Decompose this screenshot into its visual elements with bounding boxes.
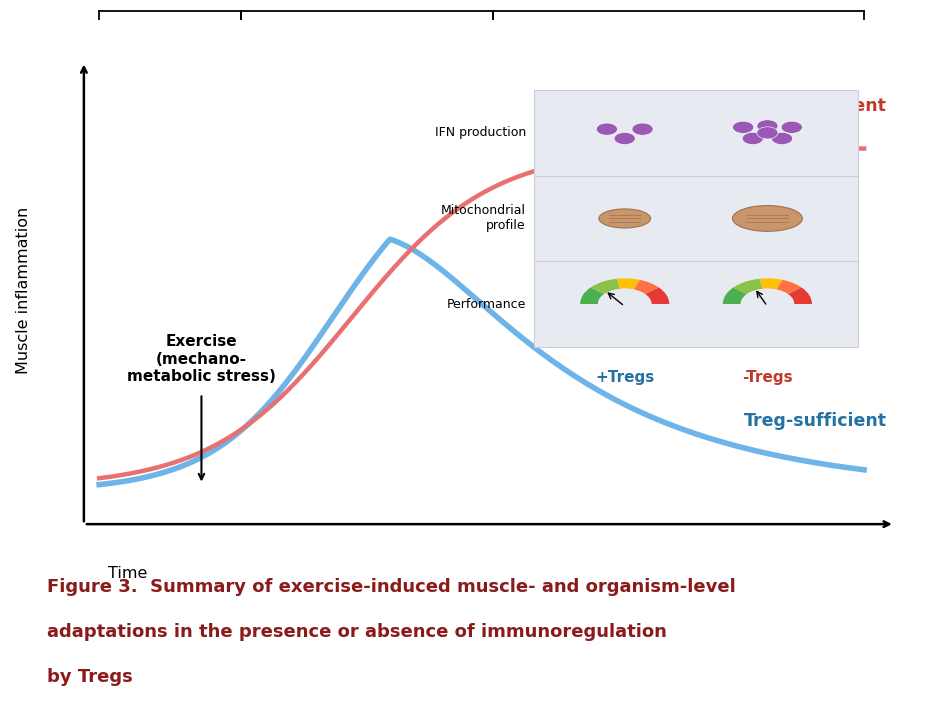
FancyBboxPatch shape [534,90,858,347]
Text: adaptations in the presence or absence of immunoregulation: adaptations in the presence or absence o… [47,623,666,641]
Circle shape [614,132,636,144]
Wedge shape [580,287,604,304]
Text: Muscle inflammation: Muscle inflammation [16,208,31,374]
Ellipse shape [733,205,802,231]
Wedge shape [645,287,669,304]
Circle shape [733,121,754,134]
Wedge shape [776,280,802,294]
Circle shape [757,127,778,139]
Ellipse shape [599,209,651,228]
Wedge shape [591,279,620,294]
Circle shape [781,121,802,134]
Circle shape [632,123,653,135]
Circle shape [598,289,651,320]
Text: Treg-sufficient: Treg-sufficient [744,412,886,431]
Text: Performance: Performance [446,297,526,310]
Text: +Tregs: +Tregs [596,370,654,385]
Text: Treg-deficient: Treg-deficient [749,98,886,116]
Wedge shape [634,280,659,294]
Circle shape [741,289,794,320]
Circle shape [742,132,763,144]
Wedge shape [788,287,812,304]
Text: IFN production: IFN production [434,126,526,139]
Wedge shape [760,279,783,289]
Text: Figure 3.  Summary of exercise-induced muscle- and organism-level: Figure 3. Summary of exercise-induced mu… [47,578,735,596]
Circle shape [596,123,617,135]
Wedge shape [723,287,747,304]
Wedge shape [617,279,640,289]
Circle shape [757,120,778,132]
Circle shape [772,132,792,144]
Text: Mitochondrial
profile: Mitochondrial profile [441,205,526,233]
Text: Exercise
(mechano-
metabolic stress): Exercise (mechano- metabolic stress) [127,335,276,384]
Text: by Tregs: by Tregs [47,668,132,686]
Text: -Tregs: -Tregs [742,370,793,385]
Wedge shape [733,279,762,294]
Text: Time: Time [108,566,147,581]
